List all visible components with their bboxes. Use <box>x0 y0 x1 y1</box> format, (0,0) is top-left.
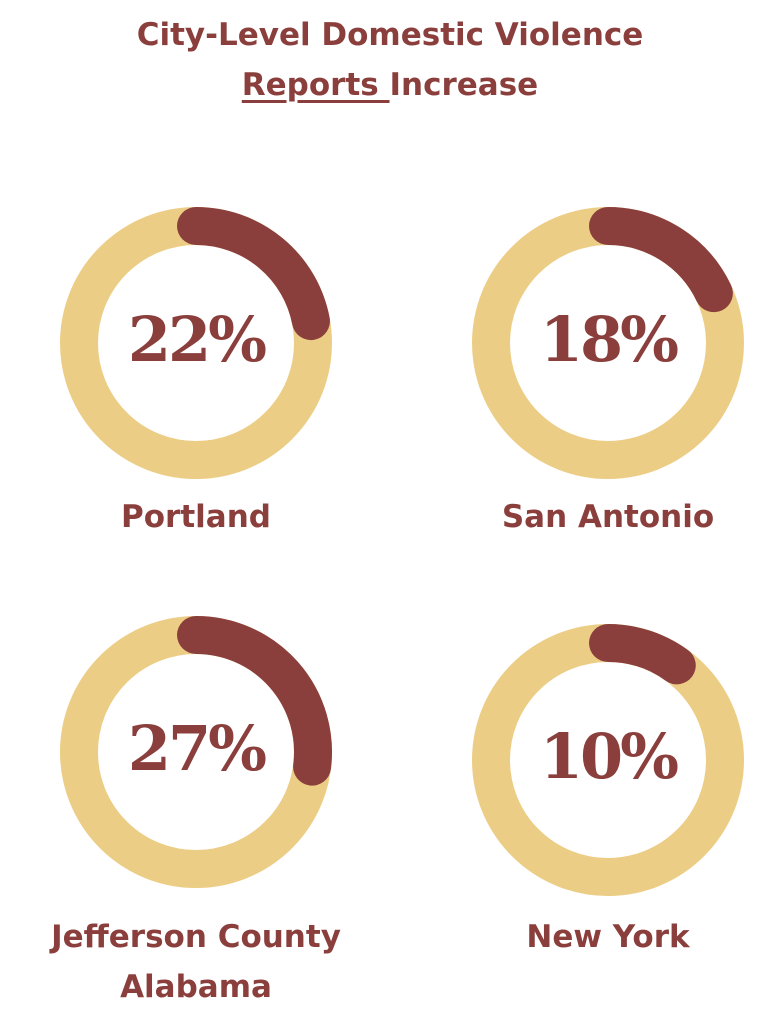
value-label: 18% <box>540 303 678 376</box>
city-label: New York <box>526 919 690 955</box>
value-label: 22% <box>128 303 266 376</box>
city-label: San Antonio <box>501 499 715 535</box>
value-label: 10% <box>540 720 678 793</box>
value-label: 27% <box>128 712 266 785</box>
city-label: Portland <box>121 499 271 535</box>
title: City-Level Domestic Violence Reports Incr… <box>0 10 780 110</box>
donut-arc <box>177 616 332 786</box>
donut-arc <box>589 624 696 685</box>
title-line: City-Level Domestic Violence <box>136 17 644 53</box>
city-label: Jefferson County Alabama <box>51 919 341 1005</box>
donut-arc <box>177 207 330 341</box>
title-underlined: Reports <box>241 67 390 103</box>
title-rest: Increase <box>389 67 539 103</box>
donut-arc <box>589 207 733 313</box>
